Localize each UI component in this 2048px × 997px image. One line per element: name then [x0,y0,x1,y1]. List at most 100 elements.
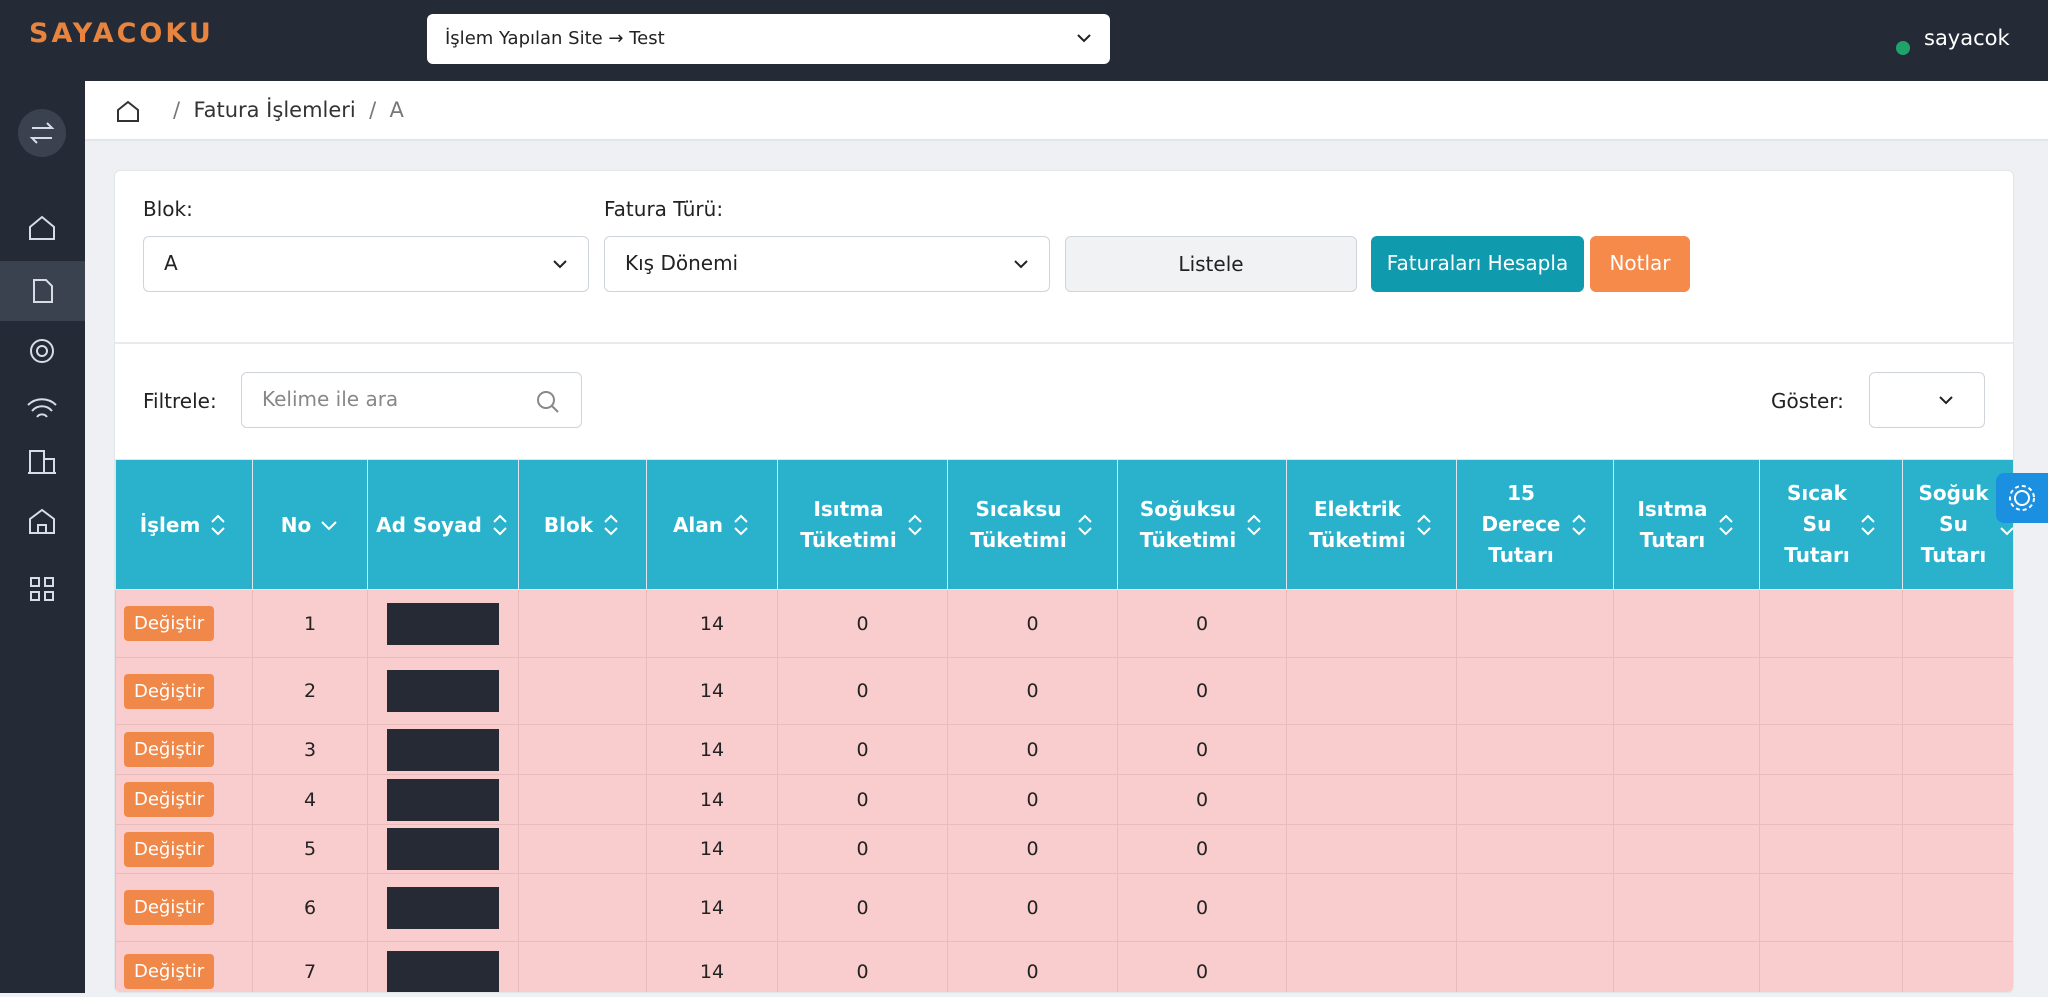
column-header[interactable]: Sıcak Su Tutarı [1759,459,1903,590]
alan: 14 [699,838,725,860]
column-header-text: Soğuk Su Tutarı [1918,481,1989,567]
chevron [1939,396,1953,405]
table-cell: 0 [947,774,1118,825]
table-cell: 0 [1117,873,1287,942]
sort-icon [604,514,618,536]
column-header[interactable]: No [252,459,368,590]
user-name[interactable]: sayacok [1924,26,2010,50]
home-icon[interactable] [115,99,141,123]
column-header[interactable]: Isıtma Tutarı [1613,459,1760,590]
table-row: Değiştir 2 14 0 0 0 [115,657,2013,725]
table-cell: 14 [646,941,778,992]
column-header[interactable]: Soğuk Su Tutarı [1902,459,2013,590]
alan: 14 [699,788,725,811]
table-row: Değiştir 1 14 0 0 0 [115,589,2013,658]
site-select-text: İşlem Yapılan Site → Test [445,28,665,49]
column-header[interactable]: Blok [518,459,647,590]
column-header-text: 15 Derece Tutarı [1481,481,1561,567]
table-cell: 0 [777,941,948,992]
sort-icon [493,514,507,536]
card: Blok: Fatura Türü: A Kış Dönemi Listele … [114,170,2014,993]
edit-button[interactable]: Değiştir [124,732,215,767]
table-cell: Değiştir [115,589,253,658]
column-header[interactable]: İşlem [115,459,253,590]
isitma-tuketimi: 0 [856,838,869,860]
column-header[interactable]: 15 Derece Tutarı [1456,459,1614,590]
edit-button[interactable]: Değiştir [124,831,215,867]
row-no: 7 [303,960,317,983]
data-table: İşlem No Ad Soyad Blok Alan Isıtma Tüketimi Sı… [115,459,2013,992]
isitma-tuketimi: 0 [856,960,869,983]
table-cell [367,941,519,992]
blok-select[interactable]: A [143,236,589,292]
column-header[interactable]: Isıtma Tüketimi [777,459,948,590]
column-header-text: Elektrik Tüketimi [1309,496,1406,552]
logo[interactable]: SAYACOKU [29,18,214,49]
table-row: Değiştir 6 14 0 0 0 [115,873,2013,942]
column-header[interactable]: Sıcaksu Tüketimi [947,459,1118,590]
column-header-text: İşlem [139,512,201,537]
table-cell: 0 [1117,774,1287,825]
sicaksu-tuketimi: 0 [1026,896,1039,919]
row-no: 2 [303,680,317,702]
chevron [1077,34,1091,43]
soguksu-tuketimi: 0 [1195,960,1209,983]
column-header[interactable]: Ad Soyad [367,459,519,590]
column-header-text: Isıtma Tutarı [1637,496,1708,552]
table-cell [1613,589,1760,658]
search-icon [537,391,559,413]
settings-button[interactable] [1996,473,2048,523]
sort-icon [907,514,922,535]
table-cell [1902,657,2013,725]
table-cell: 14 [646,589,778,658]
table-cell [367,873,519,942]
column-header[interactable]: Soğuksu Tüketimi [1117,459,1287,590]
column-header-text: Ad Soyad [376,512,482,537]
alan: 14 [699,612,725,635]
sicaksu-tuketimi: 0 [1026,612,1039,635]
table-cell [1613,941,1760,992]
sidebar-icons [0,109,85,601]
table-cell: 6 [252,873,368,942]
alan: 14 [699,680,725,702]
table-cell: 7 [252,941,368,992]
isitma-tuketimi: 0 [856,612,869,635]
table-cell [1456,657,1614,725]
table-cell [1759,724,1903,775]
row-no: 1 [303,612,317,635]
column-header[interactable]: Alan [646,459,778,590]
column-header[interactable]: Elektrik Tüketimi [1286,459,1457,590]
isitma-tuketimi: 0 [856,788,869,811]
table-cell: 0 [1117,724,1287,775]
edit-button[interactable]: Değiştir [124,890,215,925]
site-select[interactable]: İşlem Yapılan Site → Test [427,14,1110,64]
edit-button[interactable]: Değiştir [124,954,215,989]
table-cell [1902,724,2013,775]
table-cell: 4 [252,774,368,825]
sort-icon [1247,514,1261,535]
edit-button[interactable]: Değiştir [124,782,215,817]
row-no: 4 [303,788,317,811]
filter-label: Filtrele: [143,389,217,413]
table-row: Değiştir 7 14 0 0 0 [115,941,2013,992]
table-cell [1613,873,1760,942]
listele-button[interactable]: Listele [1065,236,1357,292]
blok-value: A [164,251,178,275]
column-header-text: Alan [672,512,724,537]
edit-button[interactable]: Değiştir [124,673,215,709]
hesapla-button[interactable]: Faturaları Hesapla [1371,236,1584,292]
table-cell [1902,873,2013,942]
search-placeholder: Kelime ile ara [262,387,399,411]
notlar-button[interactable]: Notlar [1590,236,1690,292]
search-input[interactable]: Kelime ile ara [241,372,582,428]
header-row: İşlem No Ad Soyad Blok Alan Isıtma Tüketimi Sı… [115,459,2013,590]
sort-icon [1416,514,1431,535]
edit-button[interactable]: Değiştir [124,606,215,641]
table-cell: 14 [646,724,778,775]
redacted-name [387,670,499,712]
show-select[interactable] [1869,372,1985,428]
redacted-name [387,728,499,771]
fatura-select[interactable]: Kış Dönemi [604,236,1050,292]
breadcrumb-item[interactable]: Fatura İşlemleri [193,98,356,122]
